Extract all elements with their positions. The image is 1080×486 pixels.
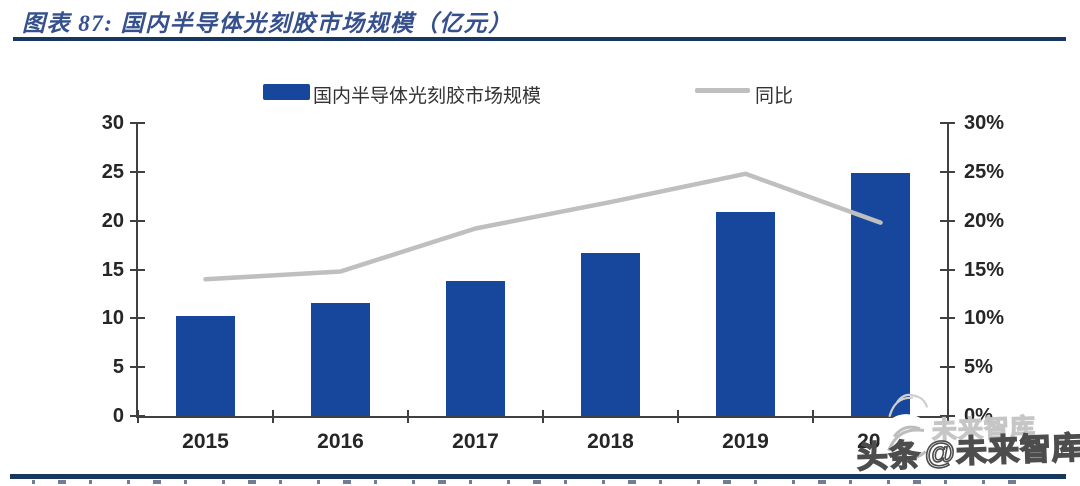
y-axis-label-left: 20 bbox=[101, 209, 124, 232]
y-tick-right bbox=[940, 122, 955, 124]
y-tick-right bbox=[940, 366, 955, 369]
y-axis-label-left: 15 bbox=[101, 258, 124, 281]
watermark: 未来智库 头条 @未来智库 bbox=[846, 374, 1080, 486]
x-axis-label-2019: 2019 bbox=[722, 430, 769, 453]
y-axis-right bbox=[947, 123, 949, 418]
x-tick bbox=[407, 410, 409, 423]
watermark-logo-faint-icon bbox=[888, 393, 929, 418]
y-tick-right bbox=[940, 268, 955, 271]
y-axis-label-right: 10% bbox=[964, 307, 1005, 330]
x-axis-label-2017: 2017 bbox=[452, 430, 499, 453]
x-tick bbox=[542, 410, 544, 423]
watermark-logo-icon bbox=[879, 414, 934, 469]
y-tick-right bbox=[940, 170, 955, 173]
y-axis-label-left: 5 bbox=[112, 356, 124, 379]
x-tick bbox=[272, 410, 274, 423]
y-axis-label-right: 5% bbox=[964, 356, 993, 379]
x-axis-label-2018: 2018 bbox=[587, 430, 634, 453]
x-tick bbox=[137, 410, 139, 423]
y-tick-right bbox=[940, 219, 955, 222]
bar-2016 bbox=[311, 302, 370, 416]
x-tick bbox=[947, 410, 949, 423]
y-tick-left bbox=[130, 317, 145, 320]
bar-2017 bbox=[446, 281, 505, 416]
y-axis-label-right: 0% bbox=[964, 405, 993, 427]
x-axis-label-2016: 2016 bbox=[317, 430, 364, 453]
y-axis-label-right: 25% bbox=[964, 160, 1005, 183]
y-tick-right bbox=[940, 317, 955, 320]
title-divider bbox=[13, 37, 1066, 41]
bar-2018 bbox=[581, 252, 640, 416]
y-axis-label-right: 30% bbox=[964, 112, 1005, 134]
legend-label-yoy: 同比 bbox=[755, 86, 794, 107]
y-tick-left bbox=[130, 170, 145, 173]
legend-swatch-line bbox=[695, 88, 750, 93]
y-axis-label-left: 0 bbox=[112, 405, 124, 427]
y-tick-left bbox=[130, 366, 145, 369]
y-axis-label-right: 20% bbox=[964, 209, 1005, 232]
y-axis-label-left: 30 bbox=[101, 112, 124, 134]
figure-title: 图表 87: 国内半导体光刻胶市场规模（亿元） bbox=[22, 11, 513, 36]
bottom-divider bbox=[10, 474, 1066, 479]
legend-swatch-bar bbox=[263, 84, 310, 100]
y-tick-left bbox=[130, 122, 145, 124]
y-tick-left bbox=[130, 219, 145, 222]
watermark-suffix-text: @未来智库 bbox=[923, 429, 1080, 471]
y-tick-left bbox=[130, 268, 145, 271]
x-tick bbox=[677, 410, 679, 423]
watermark-prefix-text: 头条 bbox=[855, 437, 922, 476]
bar-2019 bbox=[716, 211, 775, 416]
y-axis-left bbox=[136, 123, 138, 418]
cutoff-source-line bbox=[32, 480, 1032, 484]
y-axis-label-right: 15% bbox=[964, 258, 1005, 281]
x-axis-label-2015: 2015 bbox=[182, 430, 229, 453]
bar-2015 bbox=[176, 316, 235, 416]
legend-label-market-size: 国内半导体光刻胶市场规模 bbox=[313, 86, 542, 107]
y-axis-label-left: 10 bbox=[101, 307, 124, 330]
x-tick bbox=[812, 410, 814, 423]
y-axis-label-left: 25 bbox=[101, 160, 124, 183]
